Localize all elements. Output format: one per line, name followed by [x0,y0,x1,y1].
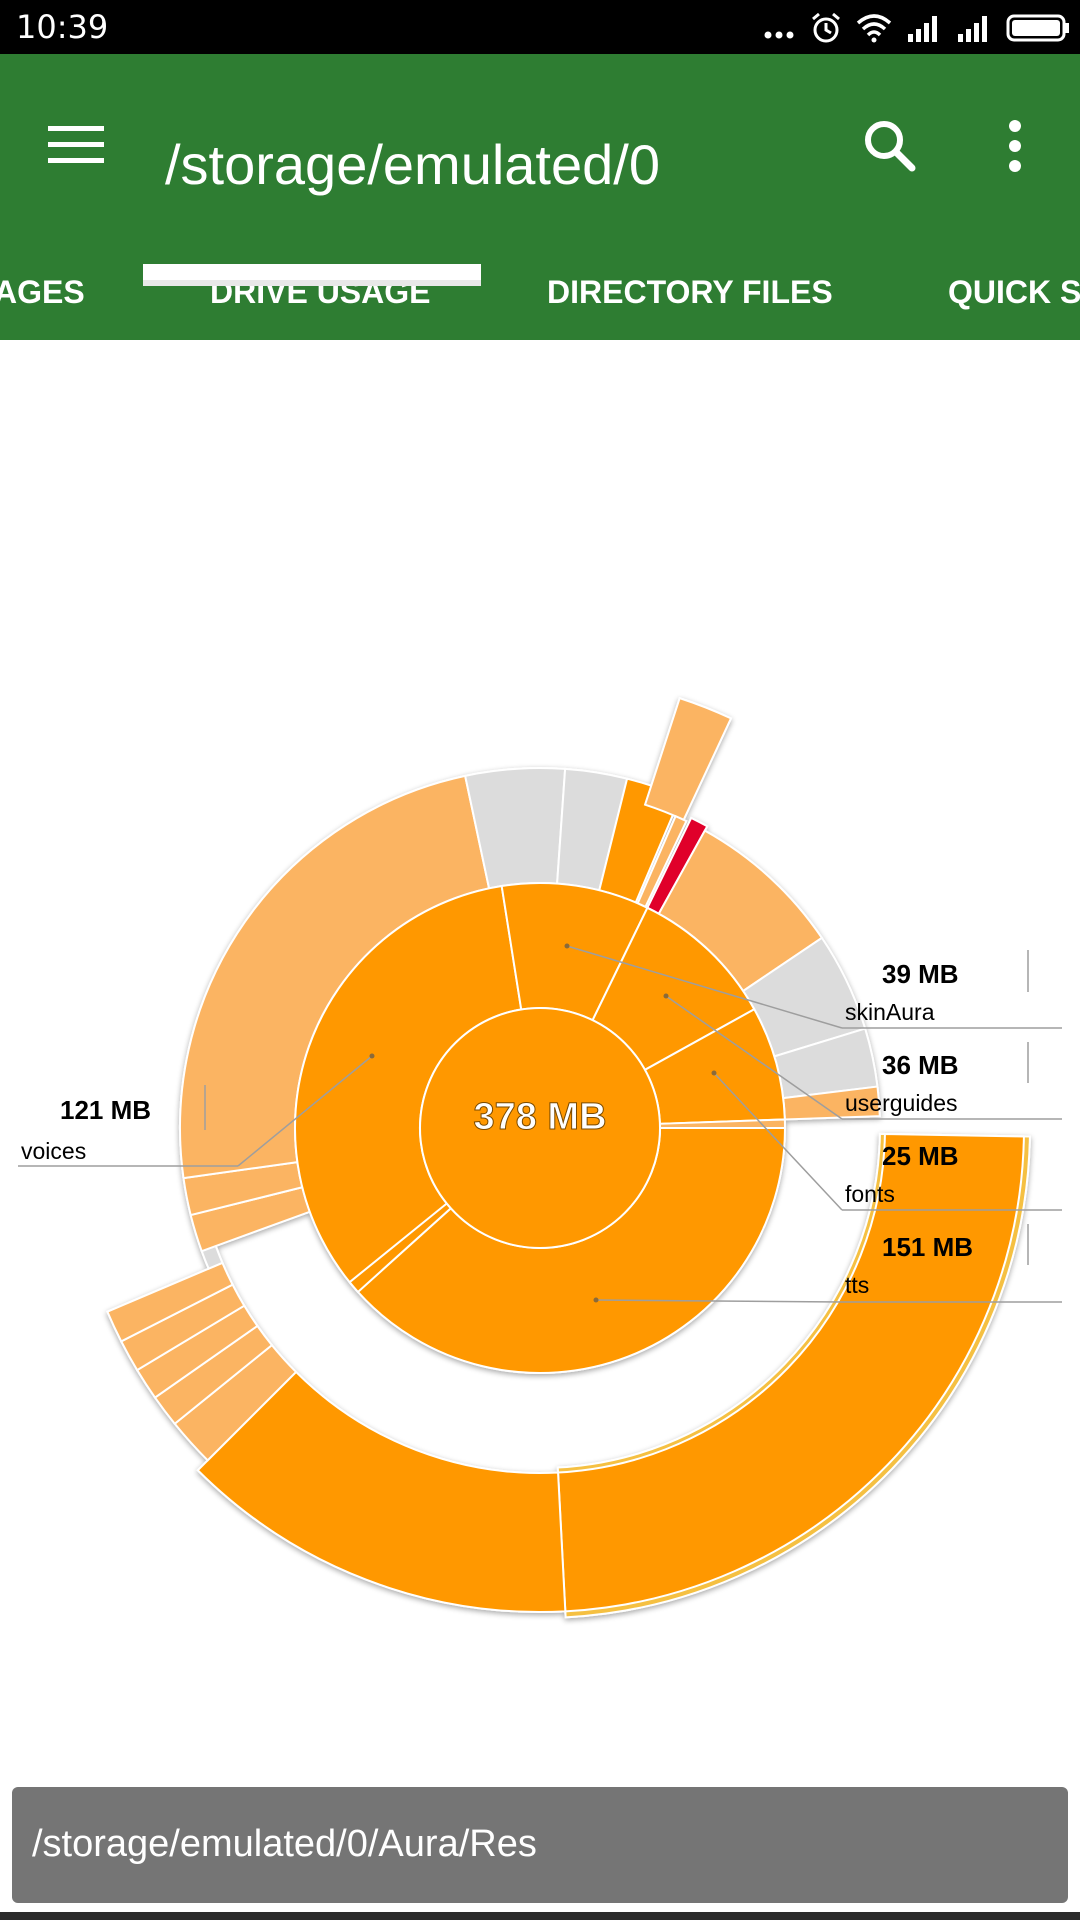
menu-button[interactable] [38,104,118,184]
signal-icon [958,16,987,42]
app-title: /storage/emulated/0 [165,133,660,196]
tts-leader [595,1299,843,1303]
voices-sub-outer-c[interactable] [135,1304,259,1399]
search-icon [865,121,916,172]
voices-sub-outer-b[interactable] [153,1324,274,1426]
status-time: 10:39 [16,8,109,46]
userguides-name-label: userguides [845,1090,958,1116]
alarm-icon [812,12,840,43]
drive-usage-chart: 378 MB 121 MB voices 39 MB skinAura 36 M… [18,696,1062,1619]
signal-icon [908,16,937,42]
tab-selected-indicator [143,264,481,286]
voices-sub-outer-d[interactable] [119,1283,246,1372]
tab-drive-usage[interactable]: DRIVE USAGE [210,274,431,310]
voices-name-label: voices [21,1138,86,1164]
voices-sub-outer-e[interactable] [106,1261,234,1343]
tab-quick-search[interactable]: QUICK SI [948,274,1080,310]
voices-sub-outer-a[interactable] [173,1343,298,1462]
status-bar: 10:39 [0,0,1080,54]
center-total-label: 378 MB [473,1096,606,1138]
skinaura-size-label: 39 MB [882,959,959,989]
fonts-name-label: fonts [845,1181,895,1207]
voices-sub-outer-gap[interactable] [200,1244,224,1270]
tab-directory-files[interactable]: DIRECTORY FILES [547,274,833,310]
userguides-size-label: 36 MB [882,1050,959,1080]
voices-leader-dot [369,1053,375,1059]
tts-sub-outer-segment[interactable] [557,1133,1025,1613]
voices-size-label: 121 MB [60,1095,151,1125]
skinaura-name-label: skinAura [845,999,935,1025]
fonts-size-label: 25 MB [882,1141,959,1171]
userguides-leader [665,995,843,1120]
tts-name-label: tts [845,1272,869,1298]
tab-images[interactable]: AGES [0,274,85,310]
skinaura-outer-extension[interactable] [643,696,733,822]
fonts-leader [713,1072,843,1211]
center-total-circle[interactable] [419,1007,661,1249]
tts-leader-dot [593,1297,599,1303]
sunburst-rings [106,696,1031,1619]
label-leaders [18,943,1062,1303]
hamburger-menu-icon [48,126,104,163]
skinaura-leader [566,945,843,1029]
app-bar: /storage/emulated/0 AGES DRIVE USAGE DIR… [0,54,1080,340]
more-vert-icon [1009,120,1021,172]
more-dots-icon [764,31,794,39]
search-button[interactable] [850,106,930,186]
status-icons [762,8,1070,48]
voices-leader [237,1055,373,1167]
current-path-bar: /storage/emulated/0/Aura/Res [12,1787,1068,1903]
tab-bar: AGES DRIVE USAGE DIRECTORY FILES QUICK S… [0,244,1080,340]
bottom-edge [0,1912,1080,1920]
fonts-leader-dot [711,1070,717,1076]
tts-sub-outer-segment-2[interactable] [196,1370,567,1613]
tts-size-label: 151 MB [882,1232,973,1262]
skinaura-leader-dot [564,943,570,949]
battery-icon [1006,14,1069,42]
current-path-text: /storage/emulated/0/Aura/Res [32,1823,537,1865]
wifi-icon [856,14,892,43]
userguides-leader-dot [663,993,669,999]
overflow-menu-button[interactable] [975,106,1055,186]
